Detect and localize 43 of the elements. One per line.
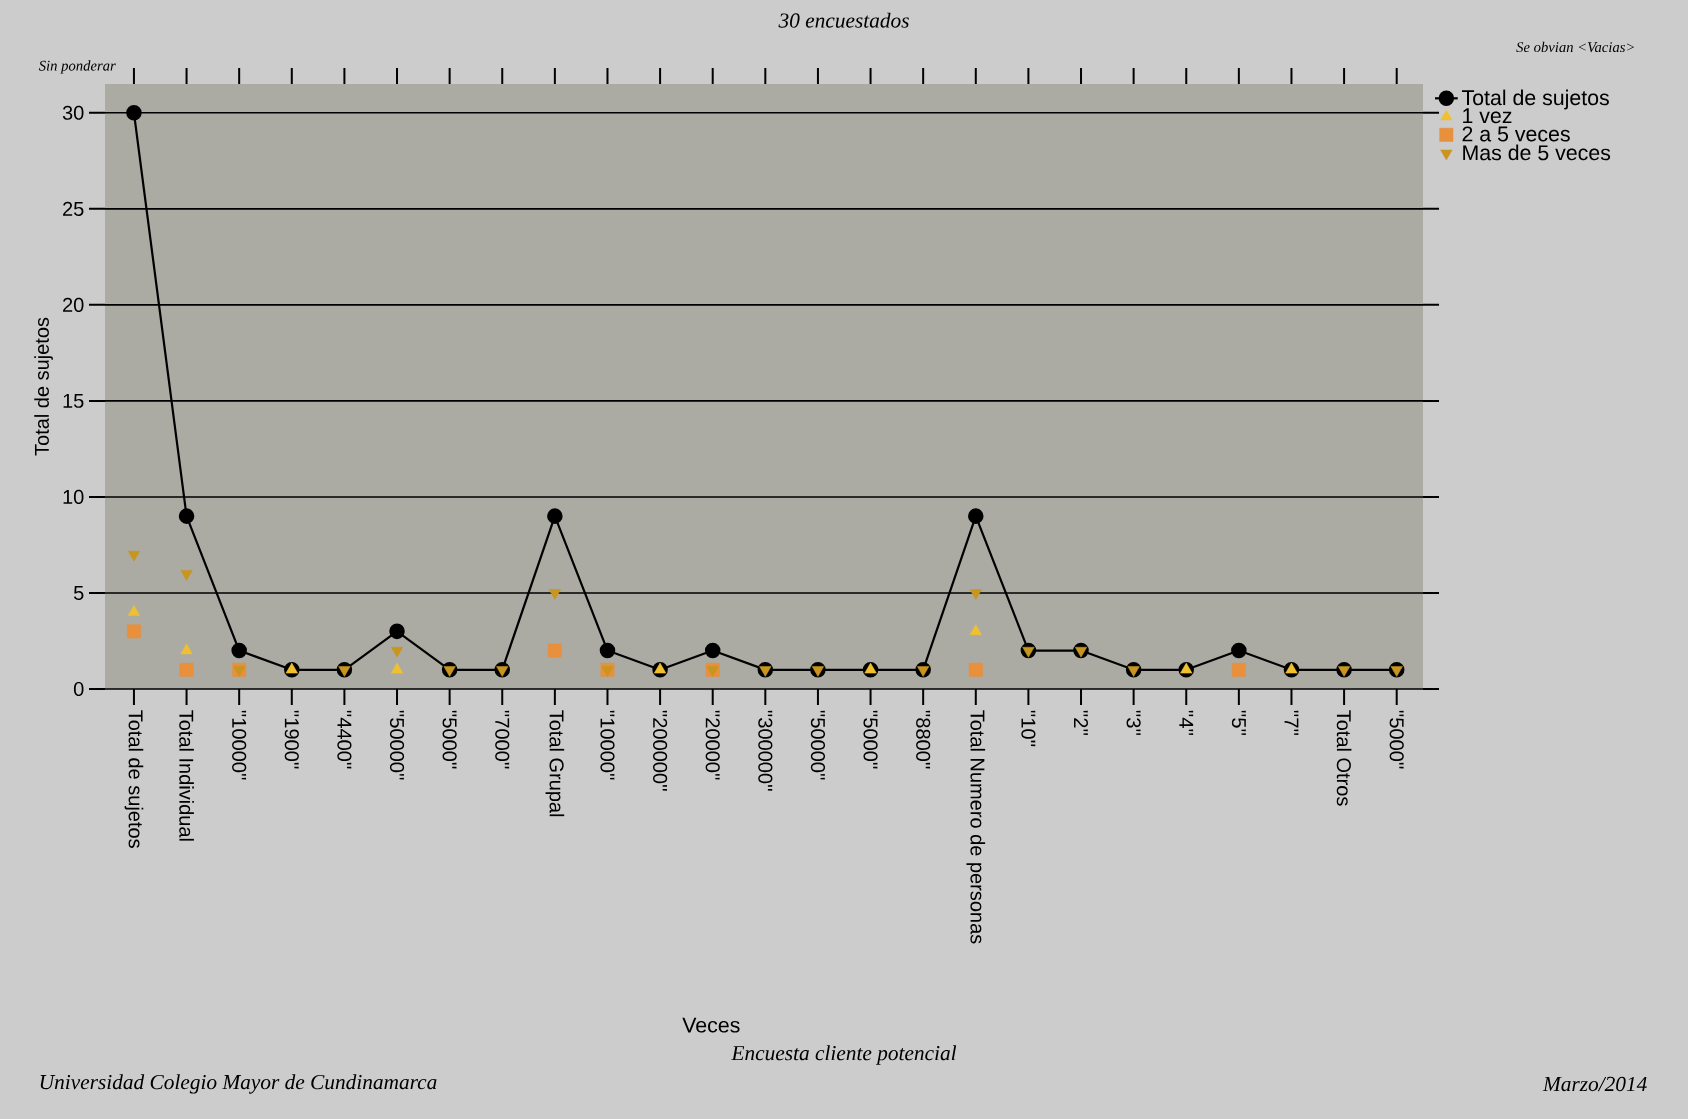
y-tick-label: 10 xyxy=(63,489,84,504)
x-tick-label: Total Grupal xyxy=(545,710,565,817)
x-tick-label: ''2'' xyxy=(1074,710,1088,736)
x-tick-label: ''5'' xyxy=(1231,710,1246,736)
chart-subtitle: 30 encuestados xyxy=(778,12,909,28)
text: Encuesta cliente potencial xyxy=(731,1045,957,1065)
x-tick-label: ''7000'' xyxy=(495,710,510,769)
text: Sin ponderar xyxy=(38,60,116,74)
y-tick-label: 30 xyxy=(62,105,84,120)
y-tick-label: 15 xyxy=(63,393,84,408)
x-tick-label: ''50000'' xyxy=(389,710,405,780)
x-tick-label: ''8800'' xyxy=(916,710,931,769)
x-tick-label: Total Otros xyxy=(1336,710,1352,806)
x-tick-label: ''4400'' xyxy=(337,710,352,769)
legend-label: 1 vez xyxy=(1463,108,1512,124)
x-tick-label: ''200000'' xyxy=(653,710,668,791)
text: Universidad Colegio Mayor de Cundinamarca xyxy=(40,1074,437,1094)
x-tick-label: ''1900'' xyxy=(284,710,299,769)
x-tick-label: ''4'' xyxy=(1179,710,1194,736)
x-tick-label: ''5000'' xyxy=(1389,710,1404,769)
y-tick-label: 0 xyxy=(73,681,84,697)
x-tick-label: ''5000'' xyxy=(442,710,457,769)
x-tick-label: ''7'' xyxy=(1284,710,1299,736)
x-tick-label: Total Individual xyxy=(179,710,194,841)
y-tick-label: 20 xyxy=(63,297,84,312)
x-tick-label: ''300000'' xyxy=(758,710,773,791)
x-tick-label: ''10000'' xyxy=(232,710,247,780)
legend-label: Mas de 5 veces xyxy=(1463,144,1611,161)
text: Se obvian <Vacias> xyxy=(1516,41,1634,53)
x-tick-label: ''5000'' xyxy=(863,710,878,769)
y-tick-label: 5 xyxy=(73,585,84,600)
x-tick-label: ''20000'' xyxy=(705,710,720,780)
text: Marzo/2014 xyxy=(1542,1076,1647,1092)
x-tick-label: ''50000'' xyxy=(810,710,826,780)
x-tick-label: ''10000'' xyxy=(600,710,615,780)
y-axis-title: Total de sujetos xyxy=(34,317,53,456)
x-tick-label: ''3'' xyxy=(1126,710,1141,736)
x-axis-title: Veces xyxy=(682,1017,740,1033)
x-tick-label: ''10'' xyxy=(1021,710,1036,747)
x-tick-label: Total Numero de personas xyxy=(966,710,986,944)
legend-label: 2 a 5 veces xyxy=(1462,126,1570,142)
y-tick-label: 25 xyxy=(63,201,84,216)
x-tick-label: Total de sujetos xyxy=(124,710,144,848)
